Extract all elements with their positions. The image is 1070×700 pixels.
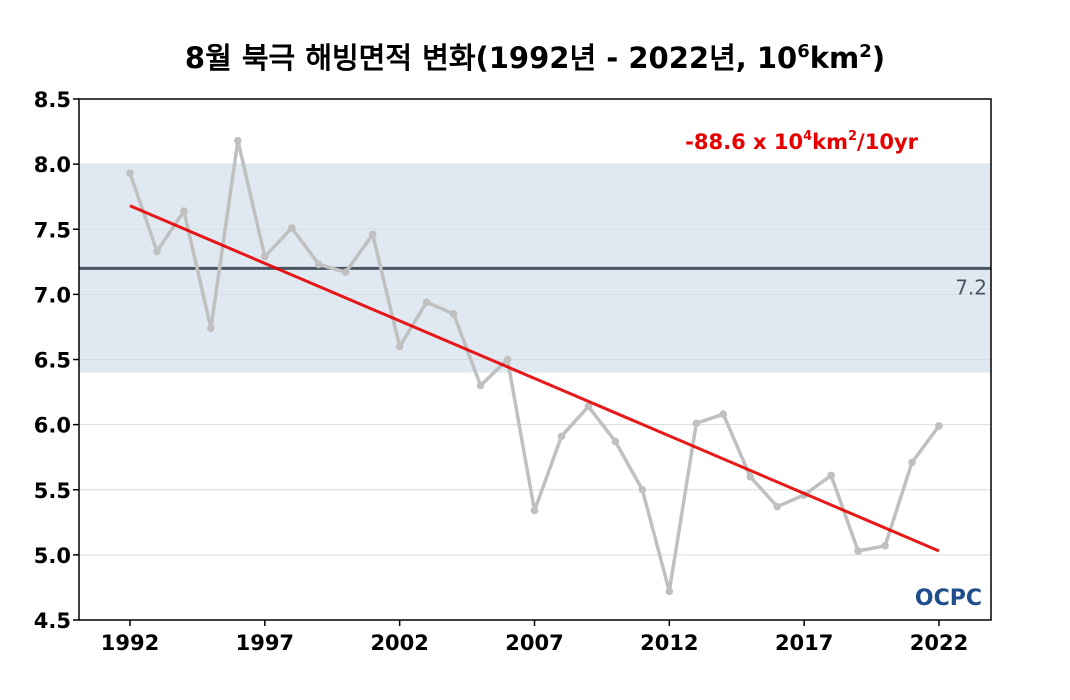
chart-title-end: ) [872, 41, 885, 75]
chart-title-main: 8월 북극 해빙면적 변화(1992년 - 2022년, 10 [185, 41, 797, 75]
data-point [476, 381, 485, 390]
data-point [638, 485, 647, 494]
y-tick-label: 6.5 [34, 349, 71, 373]
chart-title-sup1: 6 [797, 41, 810, 62]
data-point [935, 422, 943, 430]
data-point [746, 472, 755, 481]
x-tick-label: 2002 [370, 631, 428, 655]
data-point [395, 342, 404, 351]
data-point [503, 355, 512, 364]
y-tick-label: 5.0 [34, 544, 71, 568]
data-point [207, 324, 215, 333]
chart-title: 8월 북극 해빙면적 변화(1992년 - 2022년, 106km2) [185, 41, 885, 75]
x-tick-label: 2007 [505, 631, 563, 655]
data-point [584, 402, 593, 411]
data-point [288, 224, 296, 232]
plot-area: 7.2 4.5 5.0 5.5 6.0 6.5 7.0 7.5 8.0 8.5 1992 1997 20… [34, 88, 992, 655]
data-point [611, 437, 620, 446]
y-tick-label: 5.5 [34, 479, 71, 503]
x-tick-label: 1997 [236, 631, 294, 655]
chart-title-sup2: 2 [859, 41, 872, 62]
data-point [908, 458, 916, 467]
data-point [341, 268, 350, 277]
mean-line-label: 7.2 [955, 275, 987, 299]
data-point [449, 310, 458, 318]
data-point [719, 410, 728, 419]
trend-line [129, 204, 940, 553]
data-point [773, 502, 781, 511]
data-point [368, 230, 377, 239]
x-tick-label: 1992 [101, 631, 159, 655]
data-point [530, 506, 539, 515]
data-point [557, 432, 566, 441]
data-point [422, 298, 431, 306]
data-point [153, 247, 161, 256]
data-point [854, 547, 862, 555]
trend-label-prefix: -88.6 x 10 [685, 130, 803, 154]
chart-title-mid: km [810, 41, 860, 75]
y-tick-label: 7.0 [34, 283, 71, 307]
x-tick-label: 2012 [640, 631, 698, 655]
ocpc-logo: OCPC [915, 586, 982, 611]
trend-label-sup1: 4 [803, 129, 812, 144]
data-point [126, 169, 134, 178]
data-point [665, 587, 674, 596]
trend-label-mid: km [812, 130, 848, 154]
y-tick-label: 8.5 [34, 88, 71, 112]
data-point [180, 207, 188, 215]
y-tick-label: 8.0 [34, 153, 71, 177]
data-point [261, 252, 269, 261]
x-tick-label: 2017 [775, 631, 833, 655]
y-tick-label: 7.5 [34, 218, 71, 242]
y-tick-label: 6.0 [34, 414, 71, 438]
trend-label-suffix: /10yr [857, 130, 919, 154]
data-point [827, 471, 835, 480]
trend-label-sup2: 2 [848, 129, 857, 144]
data-point [314, 260, 323, 269]
y-tick-label: 4.5 [34, 609, 71, 633]
trend-label: -88.6 x 104km2/10yr [685, 129, 918, 154]
data-point [692, 419, 701, 428]
data-point [881, 541, 889, 550]
data-point [234, 136, 242, 145]
x-tick-label: 2022 [910, 631, 968, 655]
